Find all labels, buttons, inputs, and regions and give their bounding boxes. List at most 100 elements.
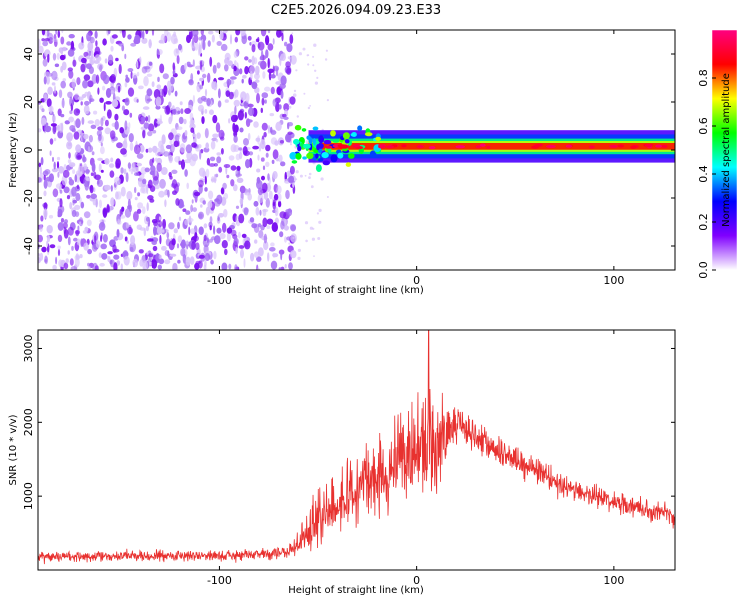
noise-speck [89,56,96,65]
noise-speck [289,96,296,105]
noise-speck [127,162,131,169]
noise-speck [141,66,148,74]
noise-speck [127,68,134,72]
noise-speck [145,225,149,232]
noise-speck [299,174,303,178]
noise-speck [206,157,211,166]
spectrogram-x-tick-label: 100 [603,274,624,287]
noise-speck [189,156,197,167]
noise-speck [257,154,260,161]
noise-speck [69,125,76,132]
noise-speck [52,188,59,198]
noise-speck [280,161,286,167]
noise-speck [230,76,237,80]
noise-speck [43,174,46,181]
noise-speck [68,116,75,123]
noise-speck [87,80,94,88]
noise-speck [148,61,153,66]
noise-speck [189,123,196,130]
noise-speck [130,42,137,47]
noise-speck [199,84,204,90]
noise-speck [257,61,264,66]
snr-ticks: -100 0 100 1000 2000 3000 [22,330,675,587]
noise-speck [177,235,183,243]
signal-blob [344,139,350,144]
noise-speck [224,99,229,103]
noise-speck [171,169,178,174]
noise-speck [228,118,231,124]
noise-speck [100,169,104,173]
noise-speck [270,137,278,145]
noise-speck [245,92,250,103]
noise-speck [305,239,308,243]
noise-speck [243,188,249,194]
signal-blob [323,139,332,145]
noise-speck [121,105,125,111]
signal-peak [617,144,624,148]
noise-speck [262,217,268,228]
noise-speck [145,148,149,153]
signal-blob [375,136,381,141]
noise-speck [168,154,173,164]
noise-speck [311,237,315,241]
noise-speck [263,233,268,244]
noise-speck [146,251,149,256]
noise-speck [144,167,150,173]
noise-speck [134,172,140,176]
noise-speck [43,76,47,85]
noise-speck [53,137,57,142]
noise-speck [217,77,225,81]
noise-speck [255,206,260,216]
noise-speck [154,168,157,177]
spectrogram-signal-band [289,124,675,173]
noise-speck [233,237,239,246]
noise-speck [85,168,90,175]
noise-speck [218,129,225,140]
noise-speck [251,81,257,88]
signal-blob [289,152,297,160]
noise-speck [75,192,81,202]
noise-speck [58,166,64,174]
noise-speck [198,260,203,269]
noise-speck [202,200,206,205]
noise-speck [137,202,144,209]
noise-speck [267,124,271,134]
noise-speck [260,139,266,150]
noise-speck [146,73,153,78]
noise-speck [41,108,45,113]
noise-speck [40,215,44,222]
noise-speck [234,264,238,270]
noise-speck [86,32,92,42]
noise-speck [159,63,165,74]
noise-speck [316,76,319,79]
spectrogram-y-tick-label: 20 [22,95,35,109]
noise-speck [312,55,315,58]
noise-speck [166,231,170,239]
noise-speck [272,252,276,258]
signal-blob [297,145,302,152]
noise-speck [110,185,113,192]
noise-speck [194,41,199,51]
noise-speck [87,248,92,255]
noise-speck [192,207,197,213]
noise-speck [204,175,207,185]
noise-speck [54,63,60,68]
noise-speck [179,143,186,153]
noise-speck [207,201,213,209]
noise-speck [97,126,104,131]
noise-speck [100,146,105,155]
noise-speck [114,113,119,121]
noise-speck [154,147,162,157]
noise-speck [186,61,191,66]
noise-speck [57,234,63,243]
noise-speck [276,30,282,38]
noise-speck [297,248,301,252]
noise-speck [270,130,277,135]
noise-speck [86,219,92,227]
noise-speck [235,30,241,36]
noise-speck [145,30,149,35]
noise-speck [255,38,260,43]
noise-speck [163,151,170,157]
spectrogram-y-tick-label: 40 [22,47,35,61]
